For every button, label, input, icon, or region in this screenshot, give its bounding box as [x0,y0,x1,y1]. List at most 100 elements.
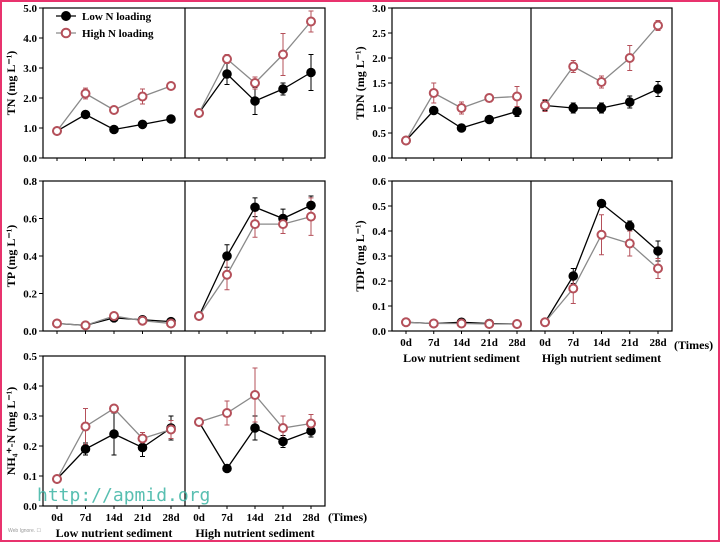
tdp-xtick-label: 14d [593,337,610,349]
tdp-ytick-label: 0.1 [372,301,386,313]
tdn-point-low-n [653,84,663,94]
tn-point-low-n [250,96,260,106]
tn-point-low-n [278,84,288,94]
tdn-ytick-label: 2.0 [372,53,386,65]
tdn-ytick-label: 0.5 [372,128,386,140]
tp-point-high-n [166,318,176,329]
nh4-point-low-n [109,429,119,439]
tdp-point-low-n [596,198,607,209]
nh4-ytick-label: 0.1 [23,471,37,483]
tp-point-high-n [137,315,148,326]
tdp-point-high-n [568,283,579,294]
tdp-xtick-label: 0d [539,337,551,349]
nh4-group-label-high: High nutrient sediment [195,526,314,540]
nh4-xtick-label: 28d [162,512,179,524]
tdp-point-low-n [653,246,663,256]
nh4-point-low-n [222,463,232,474]
tp-ytick-label: 0.4 [23,251,37,263]
nh4-point-high-n [137,433,148,444]
tdn-point-high-n [456,103,467,113]
tdp-point-high-n [653,263,663,274]
tdn-point-low-n [456,123,467,133]
tn-point-high-n [222,54,232,64]
tdn-ytick-label: 0.0 [372,153,386,165]
nh4-group-label-low: Low nutrient sediment [56,526,173,540]
nh4-point-high-n [109,403,119,414]
tp-ytick-label: 0.0 [23,326,37,338]
tdp-point-low-n [624,221,635,231]
tdn-ytick-label: 3.0 [372,3,386,15]
nh4-xtick-label: 28d [302,512,319,524]
tdn-point-high-n [512,91,522,102]
tn-ytick-label: 2.0 [23,93,37,105]
nh4-xtick-label: 0d [51,512,63,524]
tdn-ylabel: TDN (mg L⁻¹) [353,46,367,119]
tdp-ytick-label: 0.2 [372,276,386,288]
tdp-point-high-n [401,317,411,328]
nh4-xtick-label: 21d [134,512,151,524]
tn-ylabel: TN (mg L⁻¹) [4,51,18,116]
footer-tiny-text: Web Ignore. ☐ [8,528,42,534]
tn-point-low-n [137,119,148,130]
tdp-point-high-n [456,318,467,329]
tp-point-high-n [306,211,316,222]
tn-ytick-label: 5.0 [23,3,37,15]
tn-ytick-label: 3.0 [23,63,37,75]
tdp-xtick-label: 28d [508,337,525,349]
tdp-group-label-high: High nutrient sediment [542,351,661,365]
tn-point-low-n [166,114,176,124]
tdn-point-high-n [540,100,550,111]
tdn-point-low-n [568,103,579,113]
tn-point-low-n [306,67,316,78]
chart-nh4 [39,355,326,509]
nh4-xtick-label: 14d [246,512,263,524]
tn-point-high-n [194,108,204,118]
tn-point-high-n [109,105,119,115]
chart-tn [39,7,326,161]
nh4-point-high-n [306,418,316,429]
tn-point-high-n [52,126,62,136]
tn-point-high-n [80,88,91,99]
tn-point-high-n [166,81,176,91]
tdn-ytick-label: 2.5 [372,28,386,40]
tdn-ytick-label: 1.5 [372,78,386,90]
tn-point-high-n [137,91,148,102]
nh4-point-low-n [250,423,260,433]
tdn-high_sediment-line-high-n [544,25,659,106]
tdp-ytick-label: 0.0 [372,326,386,338]
tdp-xtick-label: 0d [400,337,412,349]
tp-ylabel: TP (mg L⁻¹) [4,225,18,288]
tdp-point-high-n [512,319,522,329]
nh4-plot-frame [42,355,326,507]
tdp-times-label: (Times) [674,338,713,352]
tdp-ytick-label: 0.3 [372,251,386,263]
tp-point-low-n [306,200,316,211]
nh4-ytick-label: 0.4 [23,381,37,393]
tdp-point-high-n [484,319,495,329]
tdp-ytick-label: 0.6 [372,176,386,188]
tdp-ytick-label: 0.5 [372,201,386,213]
nh4-point-high-n [278,423,288,433]
tn-point-low-n [80,109,91,120]
tp-ytick-label: 0.6 [23,214,37,226]
tdn-point-low-n [428,105,439,116]
nh4-point-high-n [52,474,62,484]
tdn-point-high-n [596,77,607,87]
tdp-xtick-label: 28d [649,337,666,349]
tdn-point-high-n [401,135,411,146]
nh4-point-high-n [166,424,176,435]
tdn-point-high-n [428,88,439,98]
nh4-ytick-label: 0.2 [23,441,37,453]
tdn-point-low-n [484,114,495,125]
tn-ytick-label: 1.0 [23,123,37,135]
tdp-point-low-n [568,271,579,281]
tp-plot-frame [42,180,326,332]
nh4-point-high-n [194,417,204,427]
tdn-point-high-n [624,53,635,63]
tn-plot-frame [42,7,326,159]
legend-marker-high-n [60,27,72,39]
tdp-point-high-n [624,238,635,249]
chart-tdn [388,7,673,161]
nh4-point-low-n [137,442,148,453]
